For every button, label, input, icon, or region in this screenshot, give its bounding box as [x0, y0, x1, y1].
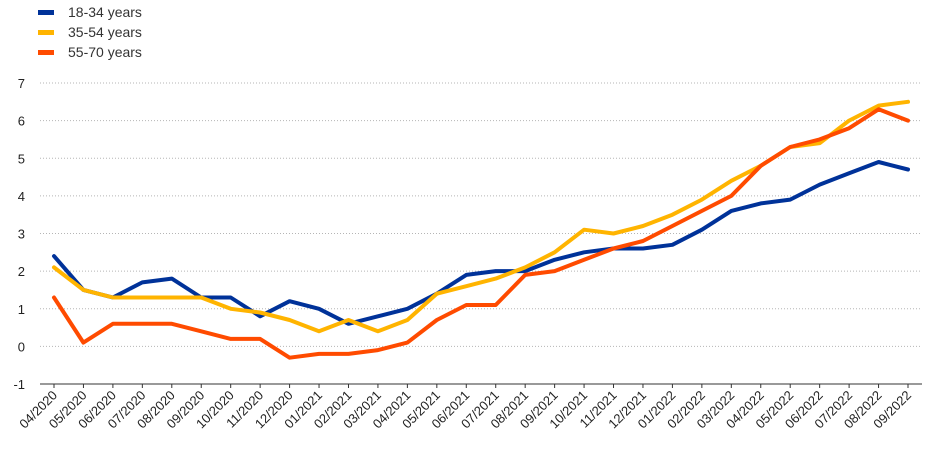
- legend-swatch: [38, 9, 54, 15]
- series-line: [52, 107, 910, 360]
- x-axis: 04/202005/202006/202007/202008/202009/20…: [16, 384, 914, 431]
- y-tick-label: 1: [18, 302, 25, 317]
- legend-label: 35-54 years: [68, 24, 142, 40]
- y-tick-label: 3: [18, 227, 25, 242]
- y-tick-label: 4: [18, 189, 25, 204]
- series-line: [52, 160, 910, 326]
- legend-item: 18-34 years: [38, 2, 142, 22]
- y-tick-label: 5: [18, 151, 25, 166]
- legend-item: 55-70 years: [38, 42, 142, 62]
- y-tick-label: 2: [18, 264, 25, 279]
- legend-label: 55-70 years: [68, 44, 142, 60]
- y-tick-label: 0: [18, 339, 25, 354]
- legend-label: 18-34 years: [68, 4, 142, 20]
- gridlines: [40, 82, 922, 385]
- legend-item: 35-54 years: [38, 22, 142, 42]
- y-axis: -1 0 1 2 3 4 5 6 7: [13, 76, 25, 392]
- legend-swatch: [38, 49, 54, 55]
- series-line: [52, 99, 910, 334]
- chart-legend: 18-34 years 35-54 years 55-70 years: [38, 2, 142, 62]
- series-lines: [52, 99, 910, 360]
- y-tick-label: 6: [18, 114, 25, 129]
- legend-swatch: [38, 29, 54, 35]
- y-tick-label: 7: [18, 76, 25, 91]
- y-tick-label: -1: [13, 377, 25, 392]
